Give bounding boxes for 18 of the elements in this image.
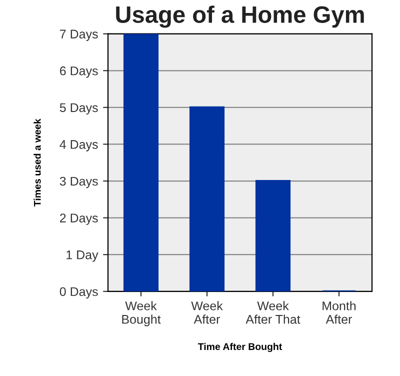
x-tick-label: Week After — [191, 301, 223, 324]
bar — [123, 34, 159, 292]
y-tick-label: 4 Days — [60, 140, 98, 152]
y-tick-label: 3 Days — [60, 176, 98, 188]
x-tick-label: Week After That — [246, 301, 300, 324]
y-axis-title: Times used a week — [34, 118, 41, 206]
y-tick-label: 6 Days — [60, 66, 98, 78]
bar — [189, 106, 225, 292]
y-tick-label: 2 Days — [60, 214, 98, 225]
y-tick-label: 0 Days — [60, 287, 98, 299]
y-tick-label: 5 Days — [60, 103, 98, 115]
y-tick-label: 1 Day — [66, 250, 98, 262]
x-axis-title: Time After Bought — [198, 342, 282, 352]
y-tick-label: 7 Days — [60, 30, 98, 41]
x-tick-label: Week Bought — [122, 301, 161, 326]
bar — [255, 180, 291, 292]
x-tick-label: Month After — [322, 301, 356, 324]
chart-title: Usage of a Home Gym — [116, 6, 364, 28]
